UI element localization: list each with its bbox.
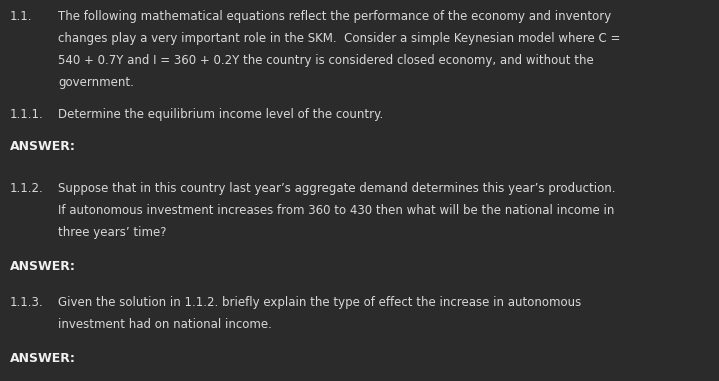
Text: 540 + 0.7Y and I = 360 + 0.2Y the country is considered closed economy, and with: 540 + 0.7Y and I = 360 + 0.2Y the countr… <box>58 54 594 67</box>
Text: investment had on national income.: investment had on national income. <box>58 318 272 331</box>
Text: Determine the equilibrium income level of the country.: Determine the equilibrium income level o… <box>58 108 383 121</box>
Text: ANSWER:: ANSWER: <box>10 140 76 153</box>
Text: three years’ time?: three years’ time? <box>58 226 167 239</box>
Text: Given the solution in 1.1.2. briefly explain the type of effect the increase in : Given the solution in 1.1.2. briefly exp… <box>58 296 581 309</box>
Text: Suppose that in this country last year’s aggregate demand determines this year’s: Suppose that in this country last year’s… <box>58 182 615 195</box>
Text: 1.1.: 1.1. <box>10 10 32 23</box>
Text: 1.1.1.: 1.1.1. <box>10 108 44 121</box>
Text: 1.1.2.: 1.1.2. <box>10 182 44 195</box>
Text: ANSWER:: ANSWER: <box>10 352 76 365</box>
Text: government.: government. <box>58 76 134 89</box>
Text: ANSWER:: ANSWER: <box>10 260 76 273</box>
Text: changes play a very important role in the SKM.  Consider a simple Keynesian mode: changes play a very important role in th… <box>58 32 620 45</box>
Text: If autonomous investment increases from 360 to 430 then what will be the nationa: If autonomous investment increases from … <box>58 204 614 217</box>
Text: 1.1.3.: 1.1.3. <box>10 296 44 309</box>
Text: The following mathematical equations reflect the performance of the economy and : The following mathematical equations ref… <box>58 10 611 23</box>
